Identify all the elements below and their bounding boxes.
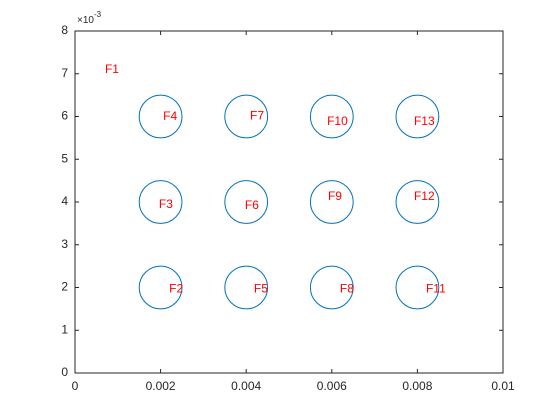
y-tick-label: 3 — [61, 237, 68, 251]
face-label: F12 — [414, 189, 435, 203]
circle — [309, 265, 354, 310]
y-tick-label: 8 — [61, 23, 68, 37]
circle — [224, 94, 269, 139]
circle — [395, 265, 440, 310]
x-tick-label: 0 — [72, 379, 79, 393]
face-label: F9 — [328, 189, 342, 203]
x-tick-label: 0.004 — [231, 379, 261, 393]
circle — [138, 180, 183, 224]
y-tick-label: 2 — [61, 280, 68, 294]
face-label: F11 — [426, 281, 446, 295]
y-tick-label: 6 — [61, 109, 68, 123]
face-label: F4 — [163, 109, 177, 123]
y-tick-label: 4 — [61, 194, 68, 208]
y-tick-label: 7 — [61, 66, 68, 80]
exponent-base: ×10 — [77, 15, 94, 26]
face-label: F6 — [245, 198, 259, 212]
x-tick-label: 0.006 — [317, 379, 347, 393]
x-tick-label: 0.002 — [146, 379, 176, 393]
face-label: F1 — [105, 62, 119, 76]
face-label: F10 — [327, 114, 348, 128]
circle — [395, 180, 440, 224]
face-label: F3 — [159, 197, 173, 211]
circle — [224, 180, 269, 224]
face-label: F2 — [169, 281, 183, 295]
exponent-power: -3 — [94, 10, 102, 19]
face-label: F8 — [340, 281, 354, 295]
y-tick-label: 5 — [61, 151, 68, 165]
x-tick-label: 0.008 — [402, 379, 432, 393]
circle — [309, 180, 354, 224]
y-tick-label: 1 — [61, 322, 68, 336]
face-label: F13 — [414, 114, 435, 128]
axes-box — [74, 30, 504, 374]
circle — [309, 94, 354, 139]
circle — [138, 94, 183, 139]
circle — [224, 265, 269, 310]
face-label: F5 — [254, 281, 268, 295]
circle — [138, 265, 183, 310]
x-tick-label: 0.01 — [491, 379, 515, 393]
y-tick-label: 0 — [61, 365, 68, 379]
y-exponent: ×10-3 — [77, 10, 102, 26]
circle — [395, 94, 440, 139]
face-label: F7 — [250, 109, 264, 123]
